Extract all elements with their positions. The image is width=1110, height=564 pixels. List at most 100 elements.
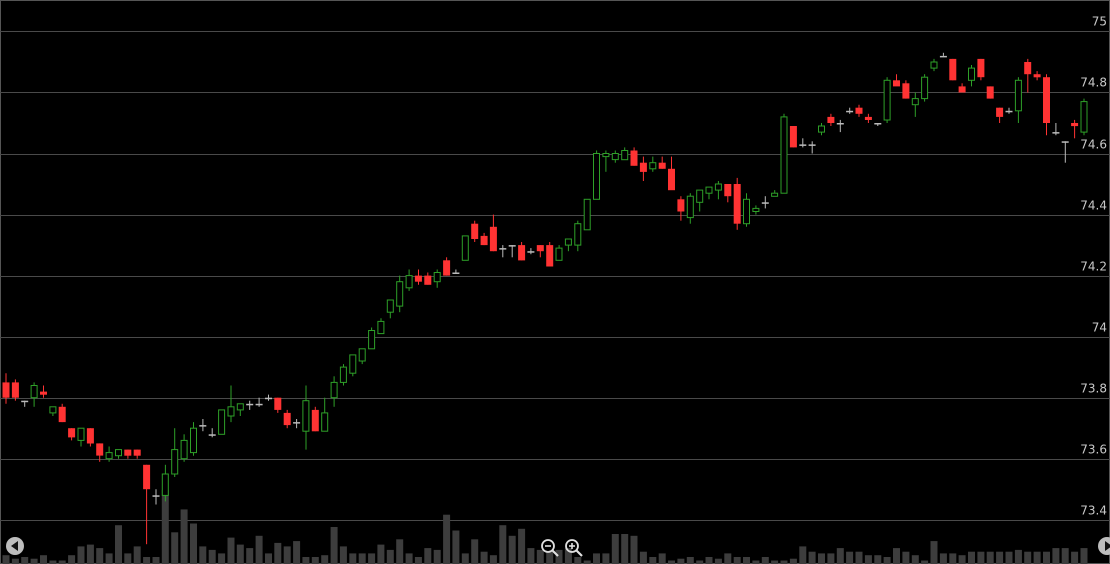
volume-bar <box>227 537 235 564</box>
volume-bar <box>68 555 76 564</box>
volume-bar <box>555 549 563 564</box>
volume-bar <box>143 557 151 564</box>
volume-bar <box>1071 551 1079 564</box>
volume-bar <box>283 546 291 564</box>
volume-bar <box>714 558 722 564</box>
candle-body-down <box>536 245 544 252</box>
candle-body-down <box>124 449 132 456</box>
volume-bar <box>986 551 994 564</box>
candle-body-doji <box>836 123 844 125</box>
candle-body-down <box>471 223 479 239</box>
volume-bar <box>546 551 554 564</box>
volume-bar <box>508 535 516 564</box>
volume-bar <box>274 542 282 564</box>
candle-body-up <box>696 189 704 203</box>
volume-bar <box>480 551 488 564</box>
candle-body-doji <box>761 202 769 204</box>
candle-body-up <box>218 409 226 435</box>
scroll-right-button[interactable] <box>1098 537 1110 555</box>
volume-bar <box>611 534 619 564</box>
zoom-out-button[interactable] <box>540 538 560 558</box>
candle-body-up <box>171 449 179 475</box>
scroll-left-button[interactable] <box>6 537 24 555</box>
candle-body-down <box>68 428 76 438</box>
volume-bar <box>621 534 629 564</box>
candle-body-up <box>227 406 235 417</box>
candle-body-down <box>733 184 741 224</box>
volume-bar <box>864 555 872 564</box>
volume-bar <box>668 560 675 564</box>
volume-bar <box>1061 548 1069 564</box>
candle-body-doji <box>1061 141 1069 143</box>
candle-body-up <box>621 150 629 161</box>
candle-body-down <box>480 235 488 246</box>
candle-body-down <box>283 412 291 426</box>
candle-body-up <box>321 412 329 432</box>
candle-body-doji <box>208 434 216 436</box>
candle-body-doji <box>846 110 854 113</box>
volume-bar <box>424 548 432 564</box>
volume-bar <box>799 546 807 564</box>
candle-body-down <box>96 443 104 456</box>
candle-body-up <box>555 247 563 261</box>
candle-body-doji <box>293 422 301 424</box>
candle-body-down <box>414 275 422 282</box>
volume-bar <box>761 557 769 564</box>
volume-bar <box>161 490 169 564</box>
candle-body-up <box>583 198 591 231</box>
volume-bar <box>461 553 469 564</box>
candle-body-up <box>49 406 57 414</box>
volume-bar <box>846 551 854 564</box>
candle-body-doji <box>808 144 816 146</box>
volume-bar <box>564 548 572 564</box>
candle-body-up <box>883 79 891 121</box>
volume-bar <box>649 557 657 564</box>
volume-bar <box>1005 551 1013 564</box>
volume-bar <box>349 553 357 564</box>
candle-body-down <box>668 168 675 191</box>
volume-bar <box>414 557 422 564</box>
volume-bar <box>321 555 329 564</box>
volume-bar <box>639 551 647 564</box>
volume-bar <box>630 535 638 564</box>
candle-body-doji <box>939 55 947 58</box>
y-tick-label: 73.4 <box>1080 504 1107 518</box>
candle-body-down <box>855 107 863 114</box>
candle-body-down <box>86 428 94 444</box>
volume-bar <box>265 553 272 564</box>
candle-body-up <box>743 198 750 225</box>
volume-bar <box>2 555 10 564</box>
candle-body-doji <box>265 397 272 400</box>
scroll-right-icon <box>1105 541 1110 551</box>
candle-body-up <box>396 281 404 307</box>
volume-bar <box>218 553 226 564</box>
volume-bar <box>236 544 244 564</box>
y-tick-label: 74.6 <box>1080 138 1107 152</box>
candle-body-up <box>358 348 366 362</box>
volume-bar <box>40 555 47 564</box>
volume-bar <box>583 560 591 564</box>
candle-body-down <box>1071 123 1079 127</box>
candle-body-down <box>902 83 910 99</box>
zoom-in-button[interactable] <box>564 538 584 558</box>
candle-body-up <box>180 439 188 460</box>
volume-bar <box>77 546 85 564</box>
volume-bar <box>443 514 451 564</box>
volume-bar <box>874 555 882 564</box>
candle-body-up <box>968 67 975 81</box>
y-tick-label: 74.2 <box>1080 260 1107 274</box>
candle-body-doji <box>799 144 807 146</box>
volume-bar <box>902 551 910 564</box>
volume-bar <box>536 549 544 564</box>
candle-body-down <box>986 86 994 99</box>
volume-bar <box>368 553 376 564</box>
y-tick-label: 73.6 <box>1080 443 1107 457</box>
candle-body-down <box>630 150 638 166</box>
volume-bar <box>1033 551 1041 564</box>
candle-body-down <box>639 162 647 172</box>
volume-bar <box>789 558 797 564</box>
candle-body-doji <box>246 403 254 406</box>
volume-bar <box>836 548 844 564</box>
